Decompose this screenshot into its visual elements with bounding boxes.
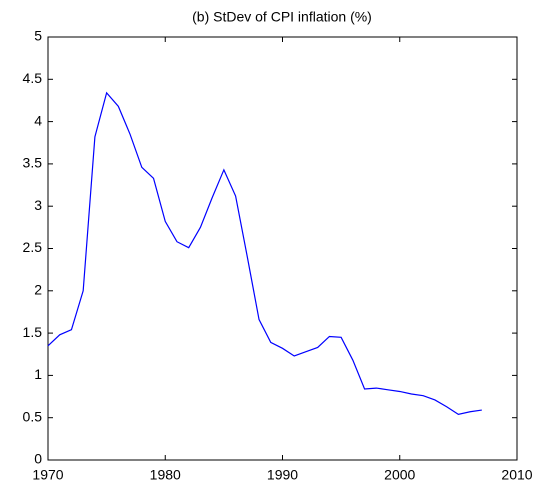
x-tick-label: 2000 xyxy=(384,467,415,483)
y-tick-label: 0 xyxy=(34,451,42,467)
y-tick-label: 0.5 xyxy=(23,408,43,424)
x-tick-label: 1980 xyxy=(150,467,181,483)
y-tick-label: 1 xyxy=(34,366,42,382)
line xyxy=(47,91,482,415)
y-tick-label: 1.5 xyxy=(23,324,43,340)
x-tick-label: 1970 xyxy=(32,467,63,483)
x-tick-label: 2010 xyxy=(501,467,532,483)
y-tick-label: 2.5 xyxy=(23,239,43,255)
y-tick-label: 4.5 xyxy=(23,70,43,86)
plot-frame xyxy=(47,36,518,461)
y-tick-label: 3 xyxy=(34,197,42,213)
y-tick-label: 4 xyxy=(34,112,42,128)
y-tick-label: 5 xyxy=(34,28,42,44)
x-tick-label: 1990 xyxy=(267,467,298,483)
y-tick-label: 2 xyxy=(34,282,42,298)
chart-title: (b) StDev of CPI inflation (%) xyxy=(192,9,372,25)
y-tick-label: 3.5 xyxy=(23,155,43,171)
